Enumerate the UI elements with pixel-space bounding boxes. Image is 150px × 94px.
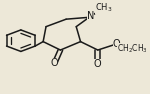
Text: O: O <box>94 59 102 69</box>
Text: N: N <box>87 11 94 21</box>
Text: CH$_3$: CH$_3$ <box>95 2 112 14</box>
Text: CH$_2$CH$_3$: CH$_2$CH$_3$ <box>117 43 148 55</box>
Text: O: O <box>113 39 120 49</box>
Text: O: O <box>51 58 58 68</box>
